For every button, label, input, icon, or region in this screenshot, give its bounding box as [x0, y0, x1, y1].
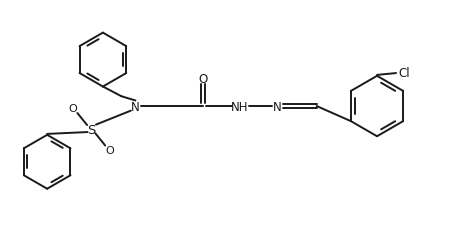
Text: N: N — [131, 100, 140, 113]
Text: Cl: Cl — [398, 66, 410, 79]
Text: O: O — [198, 72, 207, 85]
Text: O: O — [69, 104, 77, 114]
Text: O: O — [105, 146, 114, 155]
Text: S: S — [87, 123, 96, 136]
Text: NH: NH — [231, 100, 249, 113]
Text: N: N — [273, 100, 281, 113]
